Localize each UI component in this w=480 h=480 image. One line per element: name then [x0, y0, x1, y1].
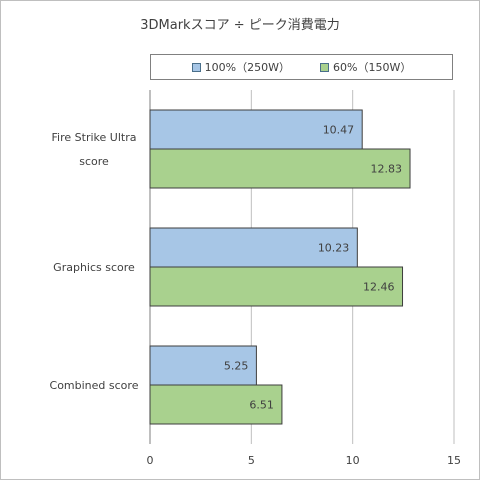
legend: 100%（250W） 60%（150W）	[150, 54, 453, 80]
chart-title: 3DMarkスコア ÷ ピーク消費電力	[140, 18, 340, 33]
data-label: 5.25	[224, 360, 249, 373]
category-label: Combined score	[50, 379, 139, 392]
legend-label-60: 60%（150W）	[333, 61, 412, 74]
legend-swatch-100	[191, 62, 201, 72]
legend-entry-100: 100%（250W）	[191, 59, 290, 75]
bar	[149, 384, 283, 425]
bar	[149, 148, 411, 189]
data-label: 6.51	[249, 399, 274, 412]
data-label: 10.47	[323, 124, 355, 137]
category-label: score	[79, 155, 109, 168]
bar	[149, 227, 358, 268]
category-label: Graphics score	[53, 261, 135, 274]
legend-swatch-60	[320, 62, 329, 72]
bar	[149, 109, 363, 150]
x-tick-label: 15	[447, 454, 461, 467]
data-label: 12.46	[363, 281, 395, 294]
bar	[149, 345, 257, 386]
category-label: Fire Strike Ultra	[52, 131, 137, 144]
x-tick-label: 10	[346, 454, 360, 467]
bar	[149, 266, 404, 307]
legend-label-100: 100%（250W）	[204, 61, 290, 74]
x-tick-label: 5	[248, 454, 255, 467]
legend-entry-60: 60%（150W）	[320, 59, 411, 75]
data-label: 10.23	[318, 242, 350, 255]
x-tick-label: 0	[147, 454, 154, 467]
data-label: 12.83	[371, 163, 403, 176]
